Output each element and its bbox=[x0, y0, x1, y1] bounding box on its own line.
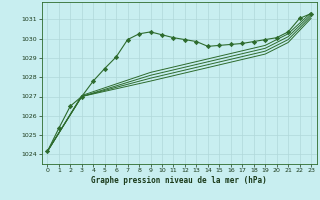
X-axis label: Graphe pression niveau de la mer (hPa): Graphe pression niveau de la mer (hPa) bbox=[91, 176, 267, 185]
